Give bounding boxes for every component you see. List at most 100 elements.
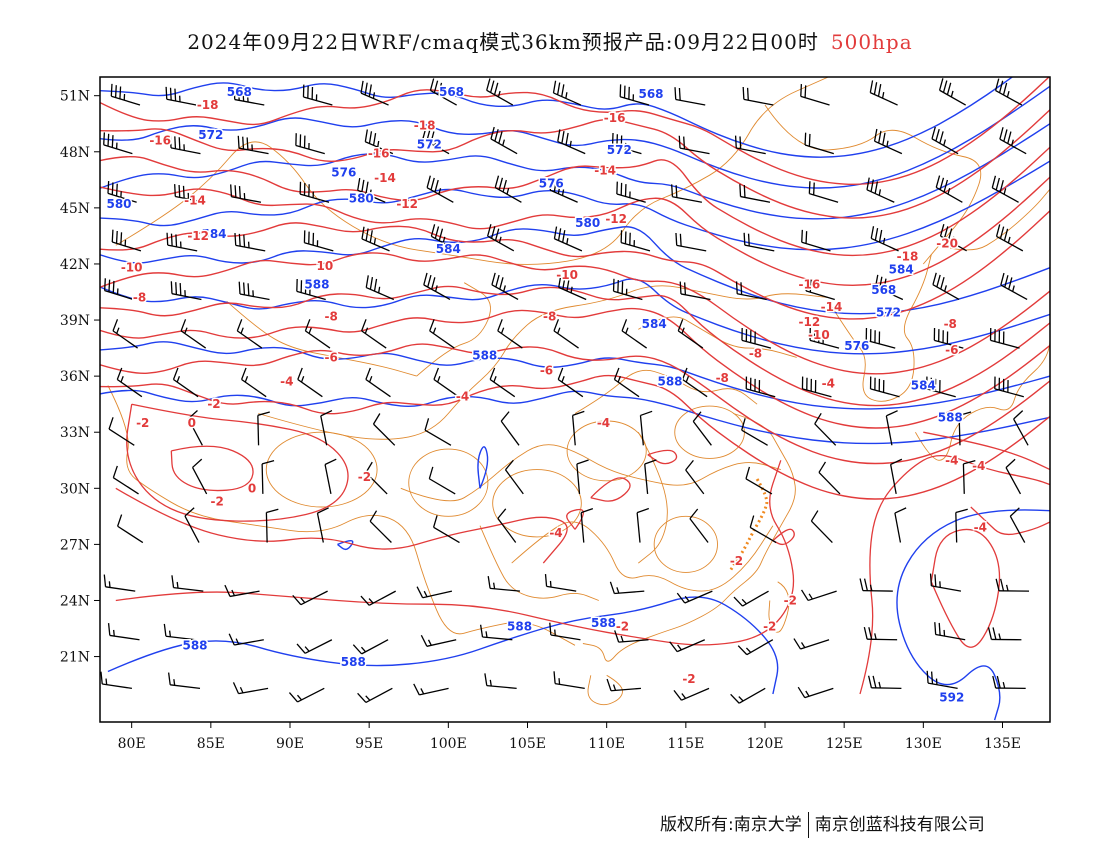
- title-main: 2024年09月22日WRF/cmaq模式36km预报产品:09月22日00时: [187, 30, 819, 54]
- x-tick-label: 90E: [276, 736, 304, 752]
- temperature-contour-label: 0: [248, 481, 256, 495]
- temperature-contour-label: -4: [280, 375, 293, 389]
- height-contour-label: 568: [871, 283, 896, 297]
- temperature-contour-label: -20: [936, 236, 958, 250]
- y-tick-label: 51N: [60, 89, 90, 105]
- height-contour-label: 588: [341, 655, 366, 669]
- height-contour-label: 572: [198, 128, 223, 142]
- temperature-contour-label: -12: [798, 315, 820, 329]
- temperature-contour-label: -2: [616, 620, 629, 634]
- height-contour-label: 580: [106, 197, 131, 211]
- height-contour-label: 568: [439, 85, 464, 99]
- temperature-contour-label: -12: [396, 197, 418, 211]
- y-tick-label: 27N: [60, 537, 90, 553]
- temperature-contour-label: -10: [556, 268, 578, 282]
- temperature-contour-label: -14: [184, 193, 206, 207]
- temperature-contour-label: -6: [945, 343, 958, 357]
- temperature-contour-label: -2: [358, 470, 371, 484]
- y-axis: 51N 48N 45N 42N 39N 36N 33N 30N 27N 24N 21N: [60, 89, 100, 666]
- height-contour-label: 588: [472, 349, 497, 363]
- temperature-contour-label: -4: [972, 459, 985, 473]
- y-tick-label: 39N: [60, 313, 90, 329]
- temperature-contour-label: -16: [368, 147, 390, 161]
- x-tick-label: 95E: [355, 736, 383, 752]
- temperature-contour-label: -12: [187, 229, 209, 243]
- temperature-contour-label: -8: [749, 347, 762, 361]
- y-tick-label: 21N: [60, 650, 90, 666]
- y-tick-label: 36N: [60, 369, 90, 385]
- temperature-contour-label: -14: [821, 300, 843, 314]
- y-tick-label: 33N: [60, 425, 90, 441]
- height-contour-label: 572: [417, 137, 442, 151]
- height-contour-label: 588: [507, 620, 532, 634]
- height-contour-label: 588: [938, 410, 963, 424]
- temperature-contour-label: -4: [945, 453, 958, 467]
- temperature-contour-label: -16: [604, 111, 626, 125]
- height-contour-label: 584: [436, 242, 461, 256]
- height-contour-label: 580: [349, 192, 374, 206]
- temperature-contour-label: -12: [605, 212, 627, 226]
- temperature-contour-label: -4: [822, 377, 835, 391]
- temperature-contour-label: -8: [324, 309, 337, 323]
- height-contour-label: 568: [638, 87, 663, 101]
- height-contour-label: 588: [657, 375, 682, 389]
- temperature-contour-label: -2: [210, 494, 223, 508]
- x-tick-label: 125E: [826, 736, 863, 752]
- temperature-contour-label: -8: [716, 371, 729, 385]
- temperature-contour-label: -6: [540, 364, 553, 378]
- temperature-contour-label: -16: [149, 134, 171, 148]
- chart-title: 2024年09月22日WRF/cmaq模式36km预报产品:09月22日00时 5…: [0, 26, 1100, 55]
- x-tick-label: 100E: [430, 736, 467, 752]
- temperature-contour-label: -6: [324, 350, 337, 364]
- contour-label-layer: 568 568 568 572 572 572 576 576 580 580 580 584 584 5…: [105, 83, 989, 706]
- copyright-text: 版权所有:南京大学: [660, 815, 802, 835]
- wind-barb-layer: [100, 78, 1030, 704]
- temperature-contour-label: -14: [594, 163, 616, 177]
- height-contour-label: 576: [844, 339, 869, 353]
- height-contour-label: 584: [911, 378, 936, 392]
- x-tick-label: 130E: [905, 736, 942, 752]
- footer-divider: [807, 812, 809, 838]
- temperature-contour-label: -4: [974, 521, 987, 535]
- footer: 版权所有:南京大学 南京创蓝科技有限公司: [660, 810, 985, 838]
- temperature-contour-label: -2: [784, 593, 797, 607]
- y-tick-label: 42N: [60, 257, 90, 273]
- height-contour-label: 584: [889, 263, 914, 277]
- temperature-contour-label: -16: [798, 278, 820, 292]
- height-contour-label: 572: [876, 306, 901, 320]
- temperature-contour-label: -18: [897, 249, 919, 263]
- x-tick-label: 110E: [588, 736, 625, 752]
- temperature-contour-label: -8: [133, 291, 146, 305]
- plot-frame: [99, 76, 1051, 723]
- temperature-contour-label: -10: [121, 261, 143, 275]
- temperature-contour-label: -14: [374, 171, 396, 185]
- title-level: 500hpa: [830, 30, 913, 54]
- temperature-contour-label: -4: [597, 416, 610, 430]
- x-tick-label: 80E: [118, 736, 146, 752]
- height-contour-label: 580: [575, 216, 600, 230]
- temperature-contour-label: -8: [543, 309, 556, 323]
- x-tick-label: 105E: [509, 736, 546, 752]
- company-text: 南京创蓝科技有限公司: [814, 815, 985, 835]
- height-contour-label: 568: [227, 85, 252, 99]
- x-tick-label: 135E: [984, 736, 1021, 752]
- temperature-contour-label: 0: [188, 416, 196, 430]
- y-tick-label: 24N: [60, 593, 90, 609]
- x-axis: 80E 85E 90E 95E 100E 105E 110E 115E 120E 125E 130E…: [118, 722, 1021, 752]
- height-contour-label: 588: [591, 616, 616, 630]
- temperature-contour-label: -2: [136, 416, 149, 430]
- height-contour-label: 592: [939, 691, 964, 705]
- height-contour-label: 576: [539, 177, 564, 191]
- height-contour-label: 572: [607, 143, 632, 157]
- x-tick-label: 85E: [197, 736, 225, 752]
- height-contour-label: 584: [201, 227, 226, 241]
- temperature-contour-layer: [100, 77, 1050, 695]
- temperature-contour-label: -4: [456, 390, 469, 404]
- temperature-contour-label: -18: [414, 119, 436, 133]
- height-contour-label: 576: [331, 165, 356, 179]
- x-tick-label: 120E: [747, 736, 784, 752]
- y-tick-label: 48N: [60, 145, 90, 161]
- temperature-contour-label: -8: [944, 317, 957, 331]
- temperature-contour-label: -4: [549, 526, 562, 540]
